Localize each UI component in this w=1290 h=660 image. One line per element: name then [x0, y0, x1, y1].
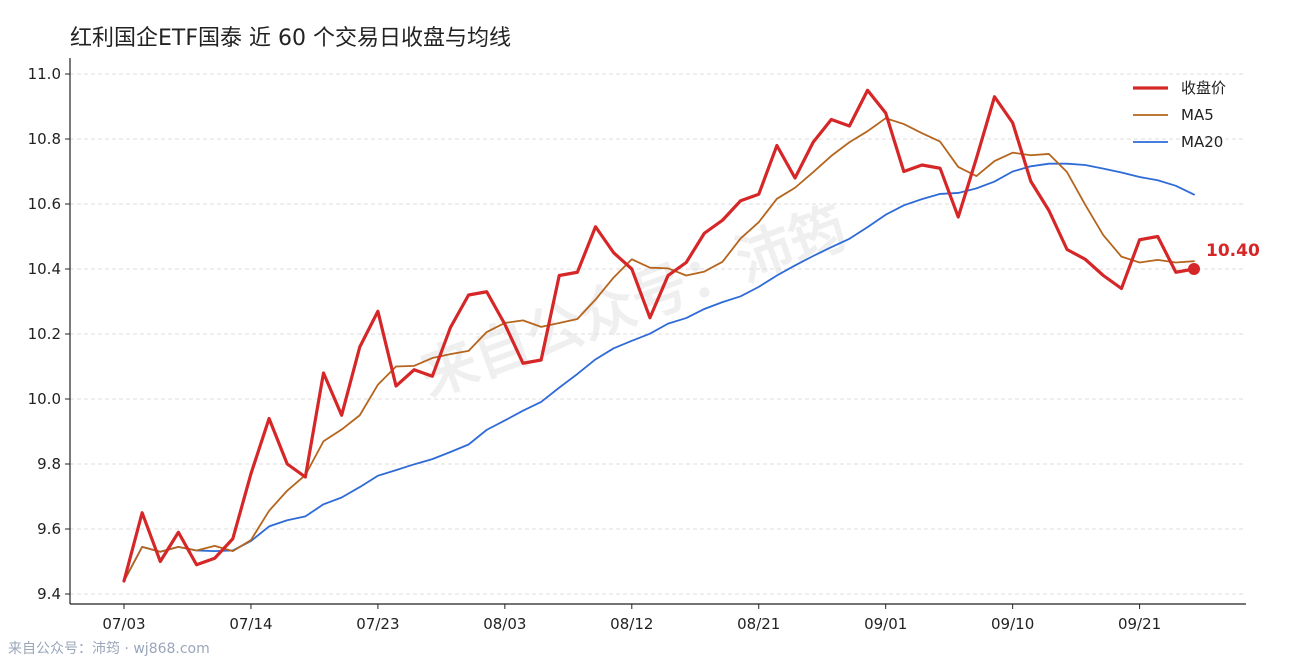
legend-label-close: 收盘价 — [1181, 79, 1226, 97]
x-tick-label: 08/21 — [737, 615, 780, 633]
x-tick-label: 09/21 — [1118, 615, 1161, 633]
watermark-text: 来自公众号：沛筠 — [412, 195, 855, 409]
y-tick-label: 10.0 — [28, 390, 61, 408]
page-title: 红利国企ETF国泰 近 60 个交易日收盘与均线 — [70, 26, 511, 51]
x-tick-label: 08/12 — [610, 615, 653, 633]
ma20-line — [123, 162, 1195, 582]
legend-label-ma5: MA5 — [1181, 106, 1214, 124]
last-close-marker — [1188, 263, 1200, 275]
x-tick-label: 07/14 — [229, 615, 272, 633]
x-tick-label: 09/10 — [991, 615, 1034, 633]
legend: 收盘价 MA5 MA20 — [1133, 79, 1226, 151]
x-tick-label: 07/03 — [102, 615, 145, 633]
series-group: 10.40 — [122, 88, 1260, 583]
y-tick-label: 11.0 — [28, 65, 61, 83]
last-close-label: 10.40 — [1206, 241, 1260, 261]
x-tick-label: 09/01 — [864, 615, 907, 633]
y-tick-label: 9.6 — [37, 520, 61, 538]
ma5-line — [123, 117, 1195, 582]
y-tick-label: 10.2 — [28, 325, 61, 343]
y-tick-label: 10.8 — [28, 130, 61, 148]
y-tick-label: 10.6 — [28, 195, 61, 213]
y-tick-label: 9.4 — [37, 585, 61, 603]
footer-credit: 来自公众号：沛筠 · wj868.com — [8, 641, 210, 657]
x-tick-label: 08/03 — [483, 615, 526, 633]
close-price-line — [122, 88, 1196, 583]
grid — [70, 73, 1246, 595]
y-tick-label: 9.8 — [37, 455, 61, 473]
x-tick-label: 07/23 — [356, 615, 399, 633]
axes: 9.4 9.6 9.8 10.0 10.2 10.4 10.6 10.8 11.0 07/03 07… — [28, 58, 1246, 633]
legend-label-ma20: MA20 — [1181, 133, 1223, 151]
y-tick-label: 10.4 — [28, 260, 61, 278]
